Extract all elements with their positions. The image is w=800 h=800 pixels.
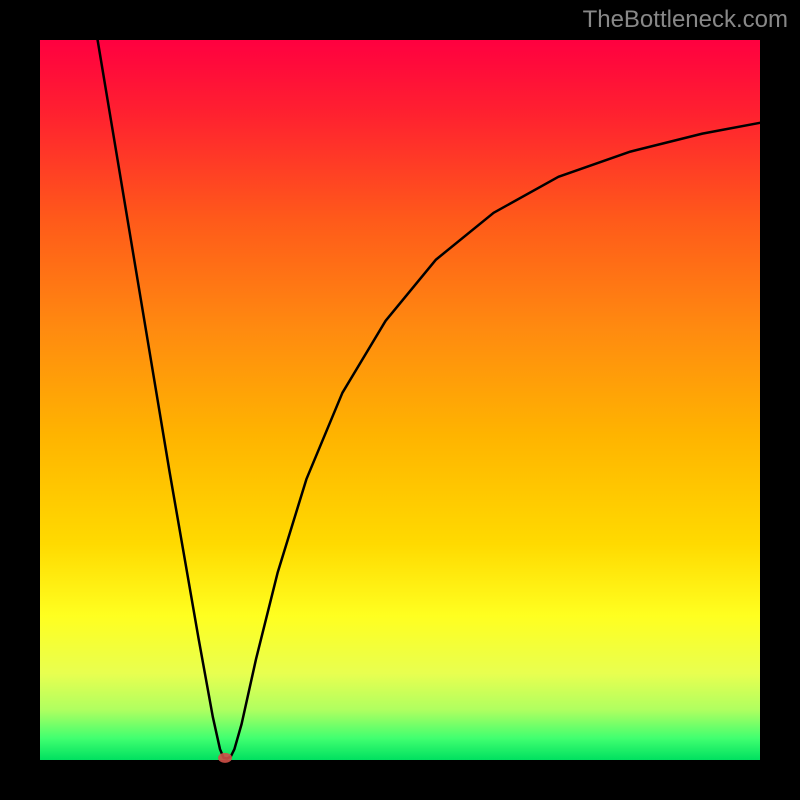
bottleneck-curve [98, 40, 760, 759]
watermark-text: TheBottleneck.com [583, 6, 788, 34]
curve-layer [0, 0, 800, 800]
chart-container: TheBottleneck.com [0, 0, 800, 800]
minimum-marker-dot [218, 753, 232, 763]
